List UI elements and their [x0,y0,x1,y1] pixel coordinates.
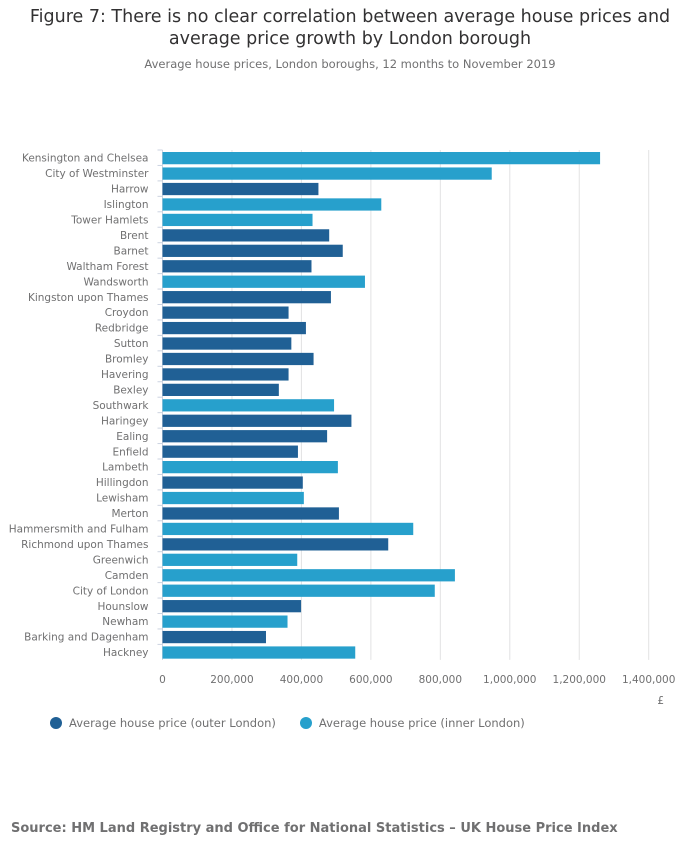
category-label: Wandsworth [83,276,148,288]
bar [162,306,289,319]
bar [162,167,492,180]
bar-chart: 0 200,000 400,000 600,000 800,000 1,000,000 1,… [9,149,675,707]
x-tick-label: 200,000 [210,674,253,686]
category-label: Southwark [93,400,150,412]
bar [162,630,266,644]
bar [162,461,338,474]
bar [162,198,382,211]
bar [162,182,319,196]
bar [162,260,312,273]
bar [162,569,455,582]
bar [162,152,601,165]
bar [162,615,288,628]
bar [162,538,389,551]
category-label: Lewisham [96,493,148,505]
category-label: Ealing [116,431,148,443]
category-label: Enfield [113,446,149,458]
bar [162,445,298,458]
source-note: Source: HM Land Registry and Office for … [11,821,618,836]
category-label: Haringey [101,415,149,427]
bar [162,584,435,597]
x-tick-label: 1,000,000 [483,674,536,686]
category-label: Harrow [111,184,149,196]
bar [162,553,298,566]
category-label: Hounslow [97,601,148,613]
category-label: Merton [111,508,148,520]
bar [162,476,303,489]
x-axis-label: £ [657,695,664,707]
category-label: Lambeth [102,462,148,474]
x-tick-label: 400,000 [280,674,323,686]
category-label: Redbridge [95,323,149,335]
bar [162,213,313,227]
bar [162,352,314,366]
x-tick-label: 0 [159,674,166,686]
bar [162,229,330,242]
bar [162,244,343,257]
legend-item-outer: Average house price (outer London) [50,716,276,730]
legend-label-outer: Average house price (outer London) [69,716,276,730]
bar [162,321,306,335]
category-label: Hillingdon [96,477,149,489]
category-label: Islington [104,199,149,211]
category-label: Bexley [113,384,148,396]
legend-label-inner: Average house price (inner London) [318,716,525,730]
bar [162,368,289,381]
chart-title: Figure 7: There is no clear correlation … [29,7,671,49]
bar [162,507,339,520]
x-tick-label: 1,400,000 [622,674,675,686]
x-tick-label: 1,200,000 [553,674,606,686]
category-label: Richmond upon Thames [21,539,148,551]
legend-marker-outer [50,717,62,729]
x-tick-label: 800,000 [419,674,462,686]
bar [162,275,365,288]
bar [162,646,356,659]
bar [162,399,335,412]
category-label: Bromley [105,354,149,366]
legend-marker-inner [299,717,312,729]
category-label: Kensington and Chelsea [22,153,149,165]
category-label: Greenwich [93,554,149,566]
category-label: Camden [105,570,149,582]
category-label: Sutton [114,338,149,350]
category-label: Barking and Dagenham [24,632,148,644]
category-label: City of London [73,585,149,597]
category-label: City of Westminster [45,168,149,180]
category-label: Brent [120,230,149,242]
bar [162,491,304,505]
category-label: Hammersmith and Fulham [9,524,149,536]
category-label: Hackney [103,647,149,659]
legend: Average house price (outer London) Avera… [50,716,525,730]
chart-subtitle: Average house prices, London boroughs, 1… [144,57,556,71]
bar [162,291,331,304]
legend-item-inner: Average house price (inner London) [299,716,525,730]
bar [162,337,292,350]
category-label: Tower Hamlets [70,215,148,227]
bar [162,600,302,613]
bar [162,383,279,396]
category-label: Kingston upon Thames [28,292,149,304]
bar [162,414,352,427]
category-label: Havering [101,369,149,381]
category-label: Waltham Forest [66,261,148,273]
category-label: Barnet [113,245,148,257]
x-tick-label: 600,000 [349,674,392,686]
category-label: Newham [102,616,148,628]
bar [162,522,414,536]
bar [162,430,328,443]
category-label: Croydon [105,307,149,319]
